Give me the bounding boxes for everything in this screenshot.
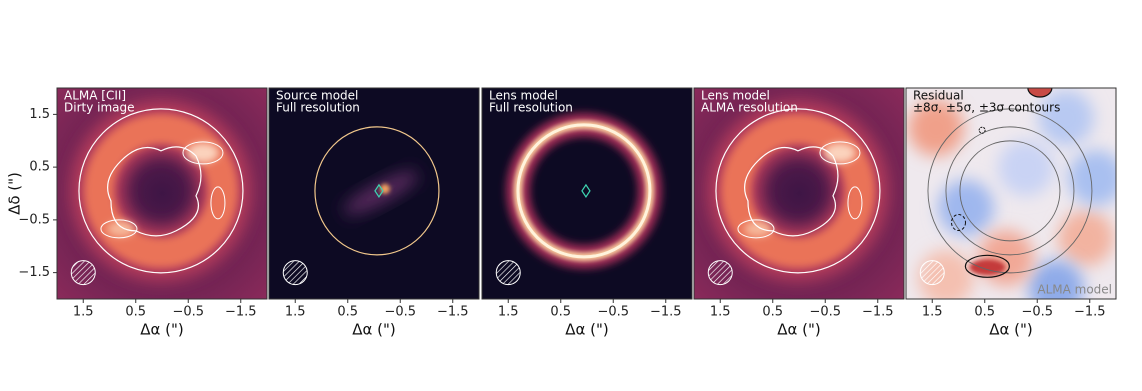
frame: [268, 87, 480, 300]
residual-blob: [1058, 210, 1114, 266]
panel-label: ±8σ, ±5σ, ±3σ contours: [913, 101, 1060, 115]
y-tick-label: 0.5: [29, 160, 50, 175]
residual-peak: [969, 259, 1006, 276]
residual-blob: [1028, 260, 1084, 299]
residual-blob: [1068, 150, 1116, 206]
x-tick-label: 1.5: [498, 305, 519, 320]
contour-neg: [951, 214, 966, 232]
panel-label: ALMA resolution: [701, 101, 798, 115]
contour: [210, 186, 226, 220]
x-axis-label: Δα ("): [565, 321, 609, 339]
bright: [823, 142, 856, 163]
beam: [707, 260, 733, 286]
x-tick-label: 1.5: [710, 305, 731, 320]
contour: [847, 186, 863, 220]
beam: [919, 260, 945, 286]
residual-blob: [908, 100, 964, 156]
beam: [495, 260, 521, 286]
caustic: [581, 183, 591, 198]
frame: [905, 87, 1117, 300]
x-tick-label: −1.5: [225, 305, 257, 320]
panel-label: Full resolution: [276, 101, 360, 115]
x-tick-label: −1.5: [1074, 305, 1106, 320]
frame: [56, 87, 268, 300]
residual-blob: [1038, 90, 1094, 146]
contour-pos: [1027, 88, 1053, 98]
panel-label: Source model: [276, 89, 358, 103]
model-contour: [927, 108, 1093, 274]
x-axis-label: Δα ("): [352, 321, 396, 339]
panel-label: ALMA [CII]: [64, 89, 126, 103]
residual-blob: [998, 140, 1054, 196]
corner-note: ALMA model: [1037, 283, 1112, 297]
x-tick-label: 0.5: [337, 305, 358, 320]
panel-label: Lens model: [489, 89, 558, 103]
caustic: [374, 183, 384, 198]
contour: [78, 108, 244, 274]
contour: [744, 146, 839, 237]
x-tick-label: 0.5: [974, 305, 995, 320]
contour: [100, 219, 138, 239]
x-axis-label: Δα ("): [989, 321, 1033, 339]
x-axis-label: Δα ("): [140, 321, 184, 339]
x-tick-label: −0.5: [597, 305, 629, 320]
contour: [737, 219, 775, 239]
bright: [743, 220, 772, 237]
x-tick-label: 1.5: [922, 305, 943, 320]
x-tick-label: −1.5: [650, 305, 682, 320]
x-tick-label: 0.5: [125, 305, 146, 320]
model-contour: [945, 126, 1075, 256]
panel: [482, 88, 692, 299]
x-tick-label: −0.5: [172, 305, 204, 320]
y-tick-label: −1.5: [18, 265, 50, 280]
beam: [282, 260, 308, 286]
x-tick-label: −0.5: [384, 305, 416, 320]
contour: [715, 108, 881, 274]
x-tick-label: 1.5: [285, 305, 306, 320]
residual-blob: [938, 180, 994, 236]
frame: [481, 87, 693, 300]
bright: [186, 142, 219, 163]
panel-label: Residual: [913, 89, 964, 103]
panel: [694, 88, 904, 299]
frame: [693, 87, 905, 300]
contour: [182, 141, 224, 165]
ring-core: [516, 123, 652, 259]
x-tick-label: −1.5: [862, 305, 894, 320]
panel: [57, 88, 267, 299]
contour-pos: [964, 254, 1010, 278]
panel: [269, 88, 479, 299]
model-contour: [959, 140, 1061, 242]
x-tick-label: −0.5: [1021, 305, 1053, 320]
y-tick-label: −0.5: [18, 212, 50, 227]
x-tick-label: 0.5: [550, 305, 571, 320]
panel-label: Full resolution: [489, 101, 573, 115]
contour: [819, 141, 861, 165]
x-tick-label: −0.5: [809, 305, 841, 320]
contour-neg: [978, 126, 986, 134]
y-tick-label: 1.5: [29, 107, 50, 122]
contour: [107, 146, 202, 237]
x-tick-label: 0.5: [762, 305, 783, 320]
x-axis-label: Δα ("): [777, 321, 821, 339]
critical-curve: [314, 126, 440, 256]
x-tick-label: −1.5: [437, 305, 469, 320]
panel-label: Lens model: [701, 89, 770, 103]
panel-label: Dirty image: [64, 101, 135, 115]
x-tick-label: 1.5: [73, 305, 94, 320]
y-axis-label: Δδ ("): [6, 172, 24, 215]
bright: [106, 220, 135, 237]
panel: [906, 88, 1116, 299]
beam: [70, 260, 96, 286]
